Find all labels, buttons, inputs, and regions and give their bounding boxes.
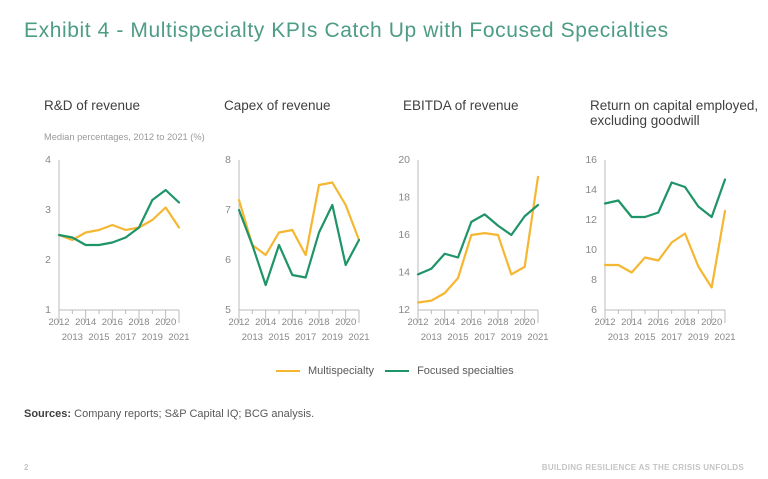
svg-text:2021: 2021 [168, 332, 189, 343]
svg-text:2020: 2020 [514, 317, 535, 328]
svg-text:10: 10 [585, 244, 597, 256]
svg-text:2: 2 [45, 254, 51, 266]
svg-text:2019: 2019 [322, 332, 343, 343]
svg-text:2018: 2018 [128, 317, 149, 328]
svg-text:7: 7 [225, 204, 231, 216]
svg-text:2015: 2015 [447, 332, 468, 343]
svg-text:2019: 2019 [142, 332, 163, 343]
svg-text:16: 16 [585, 154, 597, 166]
svg-text:2015: 2015 [268, 332, 289, 343]
svg-text:2012: 2012 [407, 317, 428, 328]
svg-text:2014: 2014 [255, 317, 276, 328]
svg-text:14: 14 [398, 267, 410, 279]
svg-text:2021: 2021 [714, 332, 735, 343]
svg-text:14: 14 [585, 184, 597, 196]
svg-text:12: 12 [398, 304, 410, 316]
svg-text:2020: 2020 [335, 317, 356, 328]
svg-text:8: 8 [225, 154, 231, 166]
svg-text:2017: 2017 [474, 332, 495, 343]
svg-text:2012: 2012 [594, 317, 615, 328]
svg-text:16: 16 [398, 229, 410, 241]
svg-text:8: 8 [591, 274, 597, 286]
svg-text:2013: 2013 [608, 332, 629, 343]
svg-text:6: 6 [591, 304, 597, 316]
svg-text:6: 6 [225, 254, 231, 266]
svg-text:2015: 2015 [88, 332, 109, 343]
svg-text:2014: 2014 [75, 317, 96, 328]
svg-text:2016: 2016 [648, 317, 669, 328]
svg-text:2017: 2017 [661, 332, 682, 343]
svg-text:2013: 2013 [242, 332, 263, 343]
svg-text:2012: 2012 [48, 317, 69, 328]
svg-text:2012: 2012 [228, 317, 249, 328]
svg-text:2014: 2014 [434, 317, 455, 328]
svg-text:2014: 2014 [621, 317, 642, 328]
svg-text:2020: 2020 [155, 317, 176, 328]
svg-text:2018: 2018 [487, 317, 508, 328]
svg-text:2021: 2021 [348, 332, 369, 343]
svg-text:2013: 2013 [421, 332, 442, 343]
svg-text:2021: 2021 [527, 332, 548, 343]
svg-text:1: 1 [45, 304, 51, 316]
svg-text:20: 20 [398, 154, 410, 166]
svg-text:2017: 2017 [115, 332, 136, 343]
svg-text:2019: 2019 [688, 332, 709, 343]
svg-text:5: 5 [225, 304, 231, 316]
svg-text:2016: 2016 [461, 317, 482, 328]
svg-text:4: 4 [45, 154, 51, 166]
svg-text:3: 3 [45, 204, 51, 216]
svg-text:12: 12 [585, 214, 597, 226]
svg-text:2015: 2015 [634, 332, 655, 343]
svg-text:2016: 2016 [282, 317, 303, 328]
svg-text:2020: 2020 [701, 317, 722, 328]
svg-text:2013: 2013 [62, 332, 83, 343]
svg-text:2019: 2019 [501, 332, 522, 343]
svg-text:18: 18 [398, 192, 410, 204]
svg-text:2018: 2018 [308, 317, 329, 328]
svg-text:2018: 2018 [674, 317, 695, 328]
svg-text:2017: 2017 [295, 332, 316, 343]
svg-text:2016: 2016 [102, 317, 123, 328]
